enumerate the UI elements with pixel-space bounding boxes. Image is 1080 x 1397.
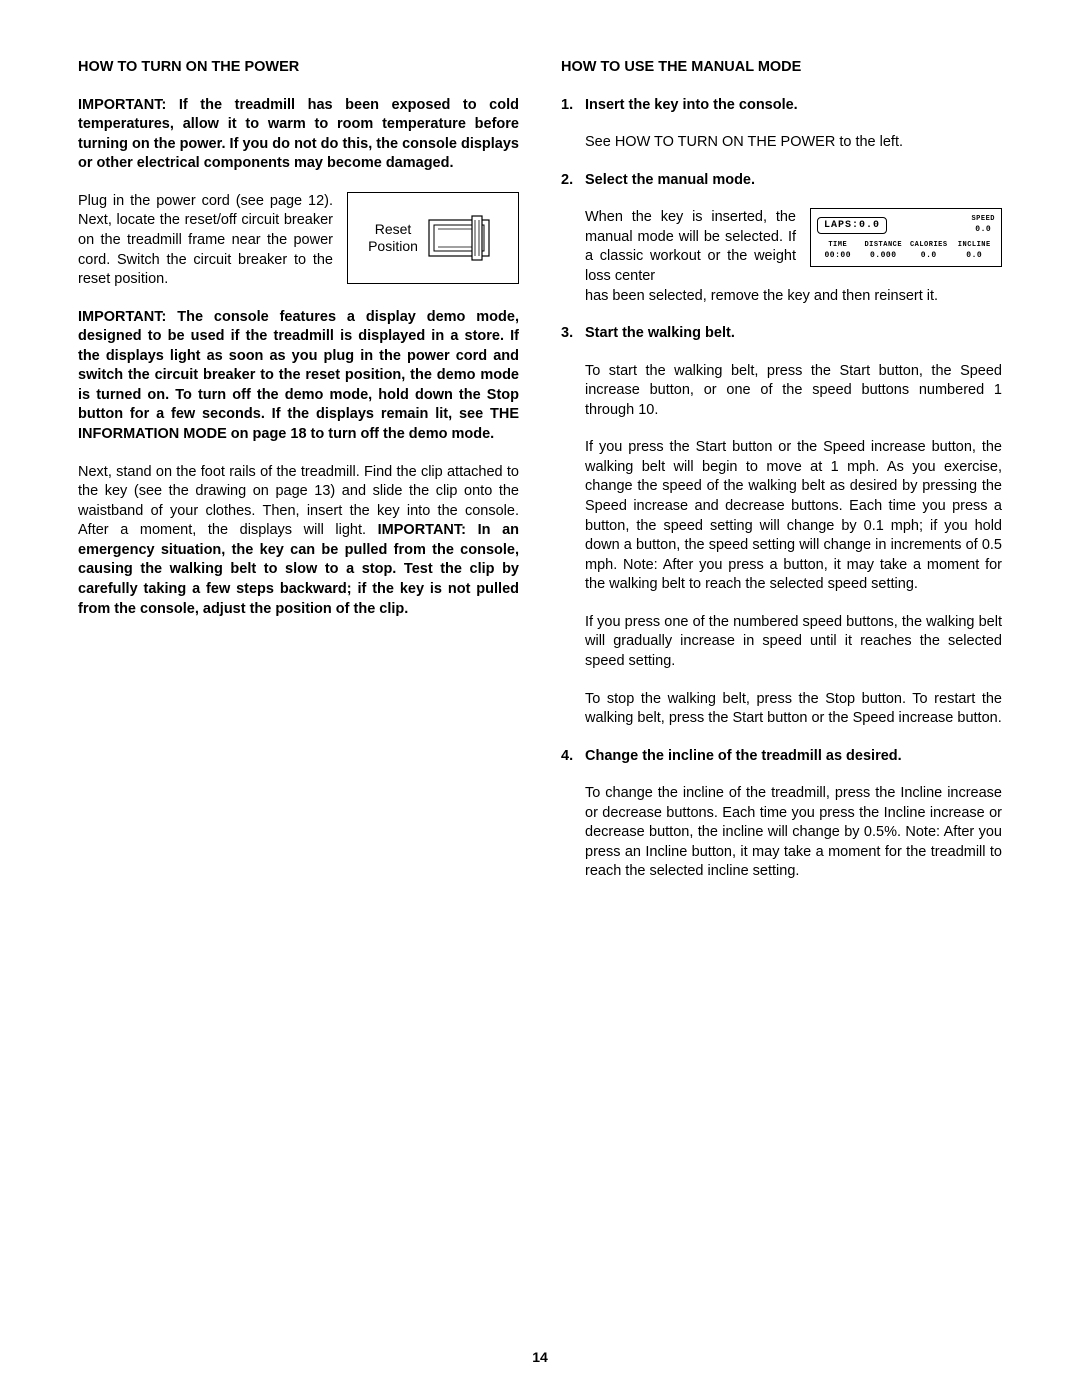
step-3-body: Start the walking belt. To start the wal…	[585, 324, 1002, 729]
reset-switch-icon	[428, 212, 498, 264]
step-2: 2. Select the manual mode. When the key …	[561, 171, 1002, 306]
plug-text: Plug in the power cord (see page 12). Ne…	[78, 192, 333, 290]
step-4-title: Change the incline of the treadmill as d…	[585, 747, 1002, 767]
step-1-text: See HOW TO TURN ON THE POWER to the left…	[585, 133, 1002, 153]
plug-row: Plug in the power cord (see page 12). Ne…	[78, 192, 519, 290]
warning-demo: IMPORTANT: The console features a displa…	[78, 308, 519, 445]
left-column: HOW TO TURN ON THE POWER IMPORTANT: If t…	[78, 58, 519, 900]
step-3-p1: To start the walking belt, press the Sta…	[585, 362, 1002, 421]
time-block: TIME 00:00	[817, 241, 859, 261]
step-3-num: 3.	[561, 324, 585, 729]
page-number: 14	[0, 1348, 1080, 1367]
reset-label: Reset Position	[368, 221, 418, 255]
step-4: 4. Change the incline of the treadmill a…	[561, 747, 1002, 882]
step-2-intro: When the key is inserted, the manual mod…	[585, 208, 796, 286]
distance-label: DISTANCE	[863, 241, 905, 250]
step-3-title: Start the walking belt.	[585, 324, 1002, 344]
step-3-p2: If you press the Start button or the Spe…	[585, 438, 1002, 595]
incline-value: 0.0	[954, 251, 996, 262]
console-top-row: LAPS:0.0 SPEED 0.0	[817, 215, 995, 235]
calories-label: CALORIES	[908, 241, 950, 250]
heading-power: HOW TO TURN ON THE POWER	[78, 58, 519, 78]
step-2-title: Select the manual mode.	[585, 171, 1002, 191]
warning-cold: IMPORTANT: If the treadmill has been exp…	[78, 96, 519, 174]
step-1-num: 1.	[561, 96, 585, 153]
step-2-num: 2.	[561, 171, 585, 306]
calories-block: CALORIES 0.0	[908, 241, 950, 261]
speed-label: SPEED	[971, 215, 995, 224]
incline-block: INCLINE 0.0	[954, 241, 996, 261]
step-4-body: Change the incline of the treadmill as d…	[585, 747, 1002, 882]
step-1: 1. Insert the key into the console. See …	[561, 96, 1002, 153]
step-2-body: Select the manual mode. When the key is …	[585, 171, 1002, 306]
speed-block: SPEED 0.0	[971, 215, 995, 235]
reset-figure: Reset Position	[347, 192, 519, 284]
step-4-p1: To change the incline of the treadmill, …	[585, 784, 1002, 882]
heading-manual: HOW TO USE THE MANUAL MODE	[561, 58, 1002, 78]
right-column: HOW TO USE THE MANUAL MODE 1. Insert the…	[561, 58, 1002, 900]
stand-paragraph: Next, stand on the foot rails of the tre…	[78, 463, 519, 620]
two-column-layout: HOW TO TURN ON THE POWER IMPORTANT: If t…	[78, 58, 1002, 900]
console-bottom-row: TIME 00:00 DISTANCE 0.000 CALORIES 0.0	[817, 241, 995, 261]
time-label: TIME	[817, 241, 859, 250]
manual-page: HOW TO TURN ON THE POWER IMPORTANT: If t…	[0, 0, 1080, 1397]
step-1-body: Insert the key into the console. See HOW…	[585, 96, 1002, 153]
step-3: 3. Start the walking belt. To start the …	[561, 324, 1002, 729]
step-3-p3: If you press one of the numbered speed b…	[585, 613, 1002, 672]
step-3-p4: To stop the walking belt, press the Stop…	[585, 690, 1002, 729]
step-2-row: When the key is inserted, the manual mod…	[585, 208, 1002, 286]
distance-value: 0.000	[863, 251, 905, 262]
console-display: LAPS:0.0 SPEED 0.0 TIME 00:00	[810, 208, 1002, 266]
step-1-title: Insert the key into the console.	[585, 96, 1002, 116]
time-value: 00:00	[817, 251, 859, 262]
speed-value: 0.0	[971, 225, 995, 236]
step-4-num: 4.	[561, 747, 585, 882]
distance-block: DISTANCE 0.000	[863, 241, 905, 261]
laps-readout: LAPS:0.0	[817, 217, 887, 235]
step-2-cont: has been selected, remove the key and th…	[585, 287, 1002, 307]
incline-label: INCLINE	[954, 241, 996, 250]
calories-value: 0.0	[908, 251, 950, 262]
